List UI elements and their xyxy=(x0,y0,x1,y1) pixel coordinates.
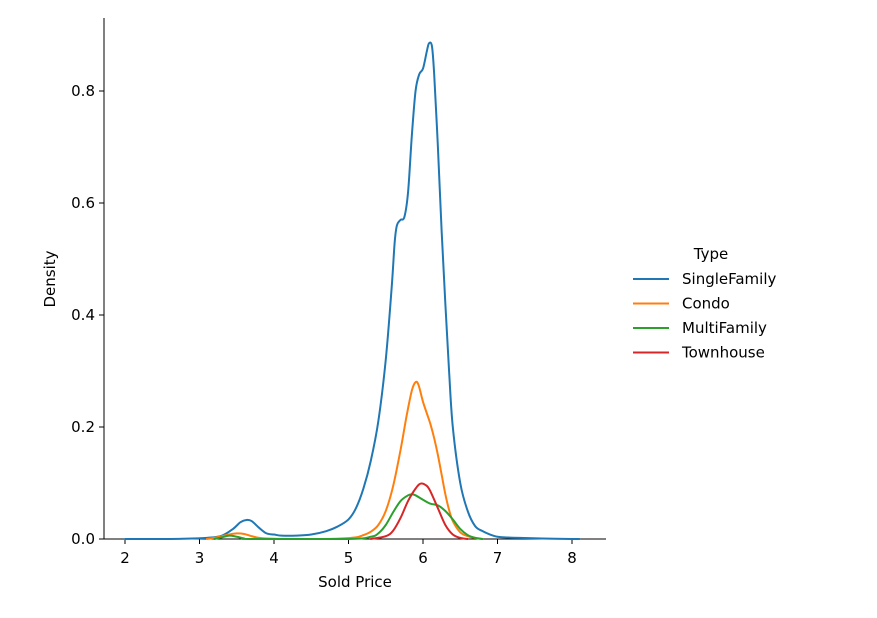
y-axis-label: Density xyxy=(41,250,59,307)
legend-item-multifamily: MultiFamily xyxy=(633,319,767,337)
x-ticks: 2 3 4 5 6 7 8 xyxy=(120,539,577,567)
series-line-condo xyxy=(205,380,484,540)
series-line-multifamily xyxy=(213,493,484,541)
legend-title: Type xyxy=(693,245,728,263)
x-tick-label: 2 xyxy=(120,549,130,567)
x-tick-label: 6 xyxy=(418,549,428,567)
legend-label: Condo xyxy=(682,295,730,313)
legend-label: MultiFamily xyxy=(682,319,767,337)
y-tick-label: 0.2 xyxy=(71,418,95,436)
legend-item-condo: Condo xyxy=(633,295,730,313)
series-line-townhouse xyxy=(369,482,469,540)
legend: Type SingleFamily Condo MultiFamily Townhou… xyxy=(633,245,777,362)
y-ticks: 0.0 0.2 0.4 0.6 0.8 xyxy=(71,82,104,548)
x-tick-label: 5 xyxy=(344,549,354,567)
legend-items: SingleFamily Condo MultiFamily Townhouse xyxy=(633,270,777,362)
series-lines xyxy=(124,41,581,541)
legend-label: SingleFamily xyxy=(682,270,777,288)
y-tick-label: 0.8 xyxy=(71,82,95,100)
series-line-singlefamily xyxy=(124,41,581,540)
legend-item-singlefamily: SingleFamily xyxy=(633,270,777,288)
x-tick-label: 8 xyxy=(567,549,577,567)
legend-label: Townhouse xyxy=(681,344,765,362)
legend-item-townhouse: Townhouse xyxy=(633,344,765,362)
x-tick-label: 4 xyxy=(269,549,279,567)
axes xyxy=(103,18,606,540)
y-tick-label: 0.4 xyxy=(71,306,95,324)
x-tick-label: 7 xyxy=(493,549,503,567)
x-axis-label: Sold Price xyxy=(318,573,392,591)
y-tick-label: 0.6 xyxy=(71,194,95,212)
y-tick-label: 0.0 xyxy=(71,530,95,548)
x-tick-label: 3 xyxy=(195,549,205,567)
